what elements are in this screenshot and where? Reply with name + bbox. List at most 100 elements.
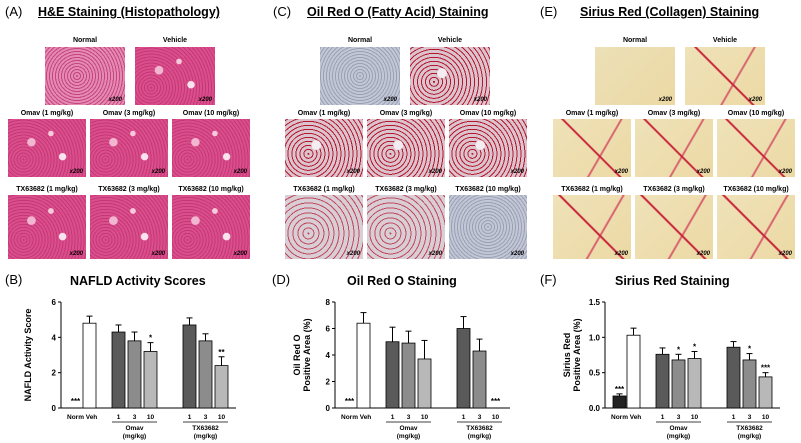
magnification-label: x200	[614, 169, 628, 175]
group-unit: (mg/kg)	[667, 433, 690, 440]
x-label-dose: 1	[117, 414, 121, 421]
label-tx-2-sirius: TX63682 (10 mg/kg)	[723, 186, 789, 193]
label-omav-1-he: Omav (3 mg/kg)	[102, 110, 156, 117]
x-label-dose: 3	[133, 414, 137, 421]
micrograph-omav-1-sirius: x200	[635, 119, 713, 177]
x-label-dose: 1	[661, 414, 665, 421]
label-tx-2-oro: TX63682 (10 mg/kg)	[455, 186, 521, 193]
label-vehicle-oro: Vehicle	[437, 37, 463, 44]
group-label: Omav	[125, 425, 143, 432]
bar	[726, 346, 741, 409]
x-label-dose: 3	[204, 414, 208, 421]
panel-title-sirius: Sirius Red (Collagen) Staining	[580, 5, 760, 19]
micrograph-tx-2-he: x200	[172, 195, 250, 259]
bar	[385, 341, 400, 409]
group-label: Omav	[669, 425, 687, 432]
magnification-label: x200	[696, 169, 710, 175]
group-unit: (mg/kg)	[738, 433, 761, 440]
bar	[356, 322, 371, 409]
micrograph-tx-0-sirius: x200	[553, 195, 631, 259]
magnification-label: x200	[778, 251, 792, 257]
y-tick-label: 2	[326, 378, 331, 387]
x-label-dose: 1	[391, 414, 395, 421]
significance-marker: *	[748, 345, 752, 354]
bar-chart-sirius-red: Sirius Red Positive Area (%) 0.0 0.5 1.0 1.5 *…	[562, 298, 780, 440]
micrograph-omav-2-sirius: x200	[717, 119, 795, 177]
bar	[758, 376, 773, 409]
x-label-dose: 1	[732, 414, 736, 421]
bar	[111, 331, 126, 409]
y-axis-label: NAFLD Activity Score	[23, 309, 33, 402]
micrograph-vehicle-sirius: x200	[685, 47, 765, 105]
label-tx-0-he: TX63682 (1 mg/kg)	[16, 186, 78, 193]
chart-title-nafld: NAFLD Activity Scores	[70, 274, 206, 288]
bar	[626, 334, 641, 409]
y-tick-label: 4	[326, 351, 331, 360]
group-unit: (mg/kg)	[468, 433, 491, 440]
micrograph-tx-0-oro: x200	[285, 195, 363, 259]
y-axis-label: Positive Area (%)	[572, 318, 582, 391]
group-unit: (mg/kg)	[123, 433, 146, 440]
micrograph-omav-0-sirius: x200	[553, 119, 631, 177]
x-label-norm: Norm	[341, 414, 358, 421]
micrograph-tx-1-sirius: x200	[635, 195, 713, 259]
panel-title-he: H&E Staining (Histopathology)	[38, 5, 220, 19]
chart-title-oro: Oil Red O Staining	[347, 274, 457, 288]
significance-marker: *	[677, 345, 681, 354]
significance-marker: ***	[761, 364, 771, 373]
bar	[472, 350, 487, 409]
bar	[82, 322, 97, 409]
micrograph-omav-2-he: x200	[172, 119, 250, 177]
label-vehicle-he: Vehicle	[162, 37, 188, 44]
magnification-label: x200	[658, 97, 672, 103]
bar	[401, 342, 416, 409]
y-tick-label: 2	[52, 369, 57, 378]
y-tick-label: 0.0	[589, 404, 601, 413]
group-label: TX63682	[466, 425, 493, 432]
label-tx-1-sirius: TX63682 (3 mg/kg)	[643, 186, 705, 193]
bar	[127, 340, 142, 409]
micrograph-normal-sirius: x200	[595, 47, 675, 105]
label-normal-sirius: Normal	[622, 37, 648, 44]
micrograph-omav-2-oro: x200	[449, 119, 527, 177]
y-tick-label: 8	[326, 298, 331, 307]
x-label-norm: Norm	[611, 414, 628, 421]
x-label-dose: 10	[421, 414, 429, 421]
micrograph-omav-0-he: x200	[8, 119, 86, 177]
chart-title-sirius: Sirius Red Staining	[615, 274, 730, 288]
significance-marker: ***	[491, 397, 501, 406]
panel-letter-e: (E)	[540, 4, 558, 19]
x-label-veh: Veh	[630, 414, 642, 421]
label-omav-2-sirius: Omav (10 mg/kg)	[727, 110, 785, 117]
bar	[198, 340, 213, 409]
x-label-dose: 10	[147, 414, 155, 421]
x-label-dose: 1	[462, 414, 466, 421]
significance-marker: ***	[71, 397, 81, 406]
micrograph-tx-2-sirius: x200	[717, 195, 795, 259]
y-tick-label: 1.0	[589, 333, 601, 342]
magnification-label: x200	[69, 169, 83, 175]
y-axis-label: Positive Area (%)	[302, 318, 312, 391]
panel-letter-c: (C)	[273, 4, 292, 19]
significance-marker: *	[693, 342, 697, 351]
x-label-dose: 10	[492, 414, 500, 421]
label-omav-2-oro: Omav (10 mg/kg)	[459, 110, 517, 117]
magnification-label: x200	[198, 97, 212, 103]
panel-letter-f: (F)	[540, 272, 557, 287]
label-omav-1-sirius: Omav (3 mg/kg)	[647, 110, 701, 117]
magnification-label: x200	[510, 251, 524, 257]
label-omav-1-oro: Omav (3 mg/kg)	[379, 110, 433, 117]
panel-letter-d: (D)	[272, 272, 291, 287]
x-label-dose: 3	[407, 414, 411, 421]
y-axis-label: Oil Red O	[292, 334, 302, 375]
bar	[456, 328, 471, 409]
bar	[612, 395, 627, 409]
label-tx-1-he: TX63682 (3 mg/kg)	[98, 186, 160, 193]
bar-chart-oil-red-o: Oil Red O Positive Area (%) 0 2 4 6 8 *** *** Nor…	[292, 298, 510, 440]
group-unit: (mg/kg)	[194, 433, 217, 440]
y-axis-label: Sirius Red	[562, 333, 572, 378]
group-unit: (mg/kg)	[397, 433, 420, 440]
magnification-label: x200	[151, 251, 165, 257]
bar	[671, 359, 686, 409]
